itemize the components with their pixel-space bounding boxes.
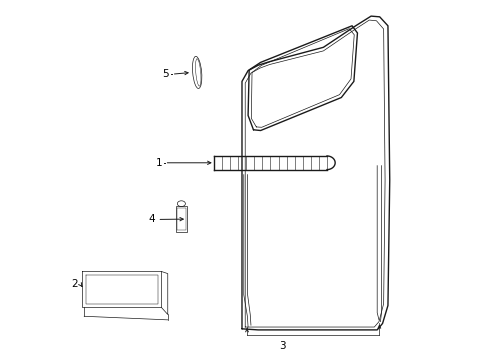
Bar: [175, 206, 187, 232]
Text: 4: 4: [148, 215, 155, 224]
Bar: [177, 208, 185, 230]
Text: 2: 2: [71, 279, 78, 289]
Text: 3: 3: [278, 341, 285, 351]
Text: 1: 1: [155, 158, 162, 168]
Text: 5: 5: [162, 69, 169, 79]
